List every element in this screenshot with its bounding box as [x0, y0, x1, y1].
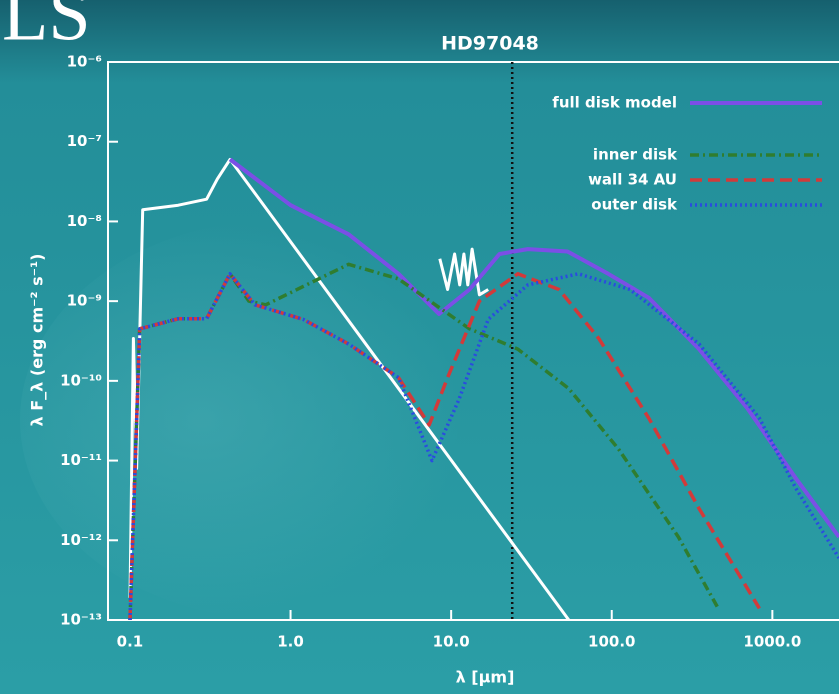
- y-tick-label: 10⁻⁶: [67, 53, 102, 71]
- series-line: [228, 157, 839, 539]
- legend-label: full disk model: [552, 94, 677, 112]
- series-line: [128, 262, 720, 621]
- x-tick-label: 100.0: [588, 633, 635, 651]
- plot-frame: [107, 61, 839, 621]
- x-tick-label: 10.0: [433, 633, 470, 651]
- x-tick-label: 0.1: [117, 633, 144, 651]
- series-line: [128, 272, 761, 621]
- y-tick-label: 10⁻¹⁰: [60, 371, 102, 389]
- y-tick-label: 10⁻¹¹: [60, 451, 102, 469]
- x-axis-label: λ [μm]: [456, 668, 515, 687]
- y-tick-label: 10⁻¹²: [60, 531, 102, 549]
- legend-label: outer disk: [591, 196, 678, 214]
- y-tick-label: 10⁻¹³: [60, 611, 102, 629]
- legend-label: inner disk: [593, 146, 678, 164]
- series-line: [128, 272, 839, 621]
- legend-label: wall 34 AU: [588, 171, 677, 189]
- y-tick-label: 10⁻⁸: [67, 212, 102, 230]
- background-cloud: [20, 220, 540, 620]
- y-tick-label: 10⁻⁹: [67, 292, 102, 310]
- x-tick-label: 1000.0: [743, 633, 801, 651]
- y-axis-label: λ F_λ (erg cm⁻² s⁻¹): [28, 254, 47, 427]
- series-line: [128, 157, 571, 621]
- y-tick-label: 10⁻⁷: [67, 132, 102, 150]
- chart-title: HD97048: [441, 33, 539, 55]
- x-tick-label: 1.0: [277, 633, 304, 651]
- corner-text: LS: [2, 0, 91, 56]
